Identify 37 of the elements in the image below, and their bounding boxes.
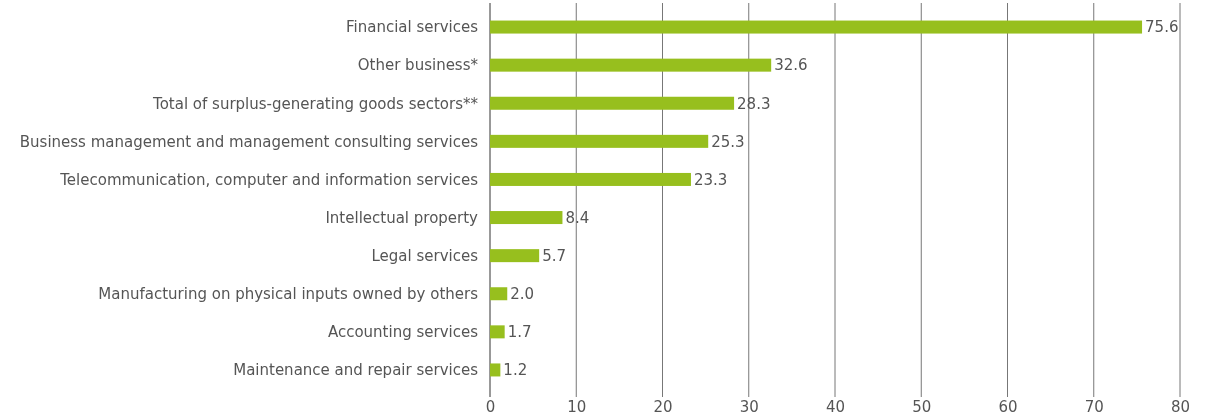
data-label: 23.3: [693, 170, 728, 189]
y-tick-label: Accounting services: [327, 323, 479, 342]
data-label: 32.6: [774, 56, 808, 75]
x-tick-label: 80: [1170, 397, 1191, 416]
y-tick-label: Financial services: [346, 18, 479, 37]
data-label: 1.7: [507, 323, 532, 342]
x-tick-label: 50: [912, 397, 932, 416]
data-label: 75.6: [1145, 18, 1179, 37]
y-tick-label: Maintenance and repair services: [233, 361, 479, 380]
data-label: 2.0: [510, 285, 535, 303]
data-label: 1.2: [503, 361, 528, 380]
bar: [490, 363, 501, 377]
x-tick-label: 70: [1084, 397, 1104, 416]
bar: [490, 134, 709, 148]
y-tick-label: Manufacturing on physical inputs owned by others: [98, 285, 479, 303]
bar: [490, 211, 563, 225]
bar: [490, 287, 508, 301]
bar: [490, 249, 540, 263]
data-label: 25.3: [711, 132, 745, 151]
y-tick-label: Intellectual property: [325, 208, 479, 227]
x-tick-label: 10: [567, 397, 587, 416]
y-tick-label: Business management and management consulting services: [19, 132, 479, 151]
data-label: 5.7: [542, 246, 567, 265]
bar: [490, 20, 1143, 34]
y-tick-label: Legal services: [371, 246, 479, 265]
bar: [490, 96, 735, 110]
x-tick-label: 0: [485, 397, 496, 416]
x-tick-label: 60: [998, 397, 1018, 416]
bar: [490, 172, 691, 186]
bar: [490, 325, 505, 339]
x-tick-label: 20: [653, 397, 673, 416]
bar: [490, 58, 772, 72]
y-tick-label: Total of surplus-generating goods sectors**: [152, 94, 479, 113]
x-tick-label: 40: [825, 397, 846, 416]
y-tick-label: Other business*: [357, 56, 479, 75]
y-tick-label: Telecommunication, computer and information services: [59, 170, 479, 189]
x-tick-label: 30: [739, 397, 759, 416]
